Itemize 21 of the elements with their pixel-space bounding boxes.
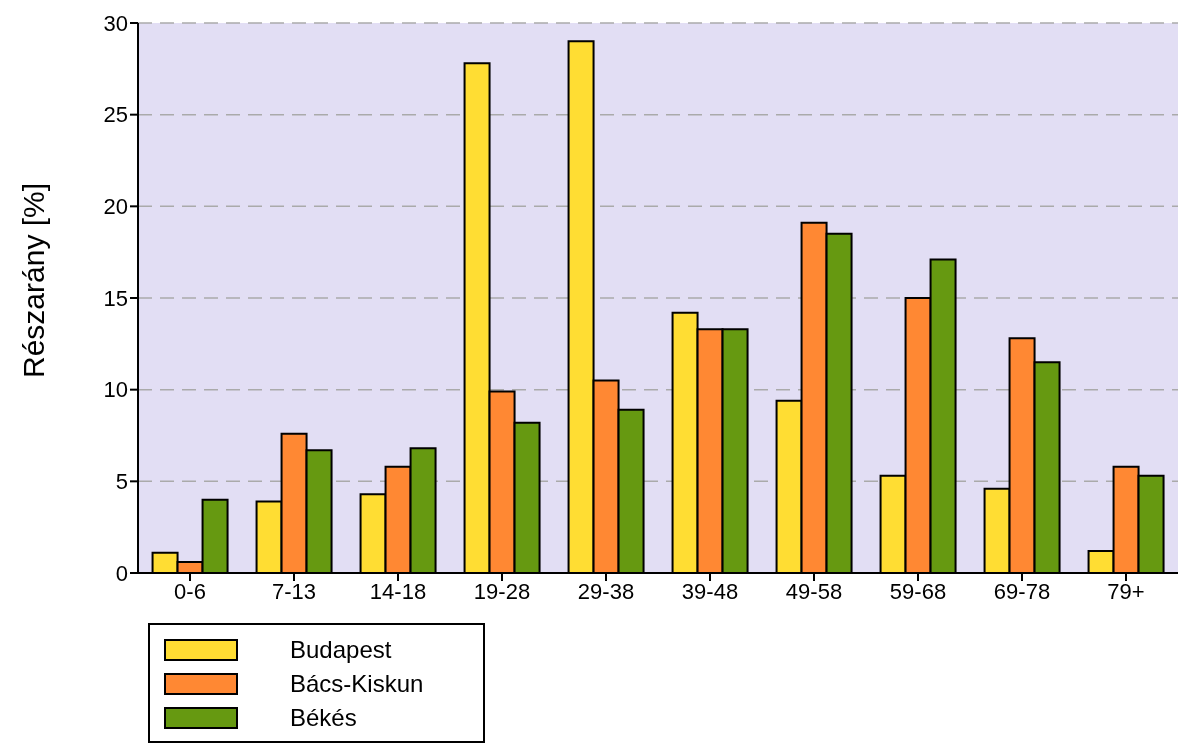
x-tick-label: 49-58: [785, 578, 843, 604]
x-tick-label: 69-78: [993, 578, 1051, 604]
x-tick-label: 59-68: [889, 578, 947, 604]
x-tick-label: 14-18: [369, 578, 427, 604]
x-tick-label: 19-28: [473, 578, 531, 604]
x-tick-label: 29-38: [577, 578, 635, 604]
y-tick-label: 0: [115, 560, 128, 586]
y-axis-title: Részarány [%]: [16, 182, 50, 378]
legend-label: Békés: [290, 704, 357, 732]
y-tick-label: 25: [103, 102, 128, 128]
legend-label: Bács-Kiskun: [290, 670, 424, 698]
y-tick-label: 15: [103, 285, 128, 311]
x-tick-label: 79+: [1107, 578, 1145, 604]
x-tick-label: 39-48: [681, 578, 739, 604]
x-tick-label: 7-13: [271, 578, 317, 604]
y-tick-label: 30: [103, 10, 128, 36]
y-tick-label: 20: [103, 194, 128, 220]
y-tick-label: 5: [115, 469, 128, 495]
y-tick-label: 10: [103, 377, 128, 403]
x-tick-label: 0-6: [174, 578, 206, 604]
legend-label: Budapest: [290, 636, 392, 664]
